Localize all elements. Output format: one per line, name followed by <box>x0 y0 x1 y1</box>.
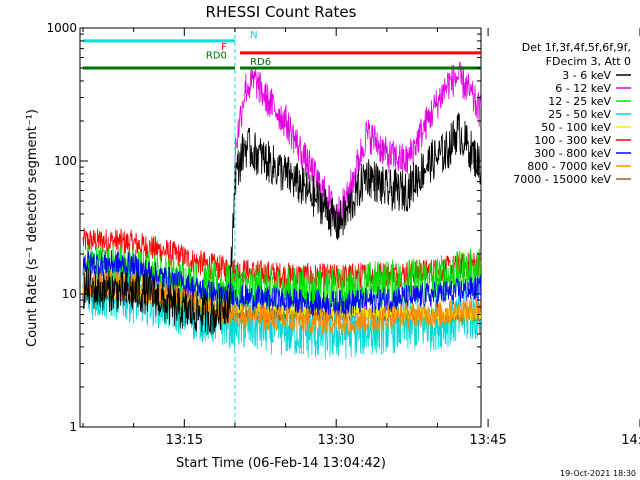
legend: Det 1f,3f,4f,5f,6f,9f,FDecim 3, Att 03 -… <box>513 41 631 186</box>
legend-label: 800 - 7000 keV <box>527 160 611 173</box>
series-line <box>82 250 482 317</box>
series-layer <box>82 61 482 359</box>
x-tick-label: 13:30 <box>317 433 354 448</box>
legend-header: Det 1f,3f,4f,5f,6f,9f, <box>522 41 631 54</box>
series-line <box>234 61 482 226</box>
legend-label: 12 - 25 keV <box>548 95 611 108</box>
legend-label: 100 - 300 keV <box>534 134 611 147</box>
legend-label: 6 - 12 keV <box>555 82 611 95</box>
interval-label: N <box>250 30 257 41</box>
y-tick-label: 100 <box>54 154 77 168</box>
plot-frame <box>79 27 482 428</box>
x-tick-label: 14:00 <box>621 433 640 448</box>
legend-label: 3 - 6 keV <box>562 69 611 82</box>
y-tick-label: 1000 <box>46 21 77 35</box>
y-tick-label: 10 <box>62 287 77 301</box>
legend-label: 300 - 800 keV <box>534 147 611 160</box>
x-tick-label: 13:15 <box>166 433 203 448</box>
chart-title: RHESSI Count Rates <box>206 3 357 21</box>
x-axis-label: Start Time (06-Feb-14 13:04:42) <box>176 456 386 471</box>
series-line <box>82 112 482 335</box>
interval-label: F <box>221 42 227 53</box>
x-tick-label: 13:45 <box>469 433 506 448</box>
legend-label: 50 - 100 keV <box>541 121 611 134</box>
y-axis-label: Count Rate (s⁻¹ detector segment⁻¹) <box>25 109 40 347</box>
legend-label: 25 - 50 keV <box>548 108 611 121</box>
footer-timestamp: 19-Oct-2021 18:30 <box>560 469 636 478</box>
legend-label: 7000 - 15000 keV <box>513 173 611 186</box>
interval-label: RD6 <box>250 57 271 68</box>
legend-header: FDecim 3, Att 0 <box>546 55 631 68</box>
interval-label: RD0 <box>206 50 227 61</box>
y-tick-label: 1 <box>69 420 77 434</box>
